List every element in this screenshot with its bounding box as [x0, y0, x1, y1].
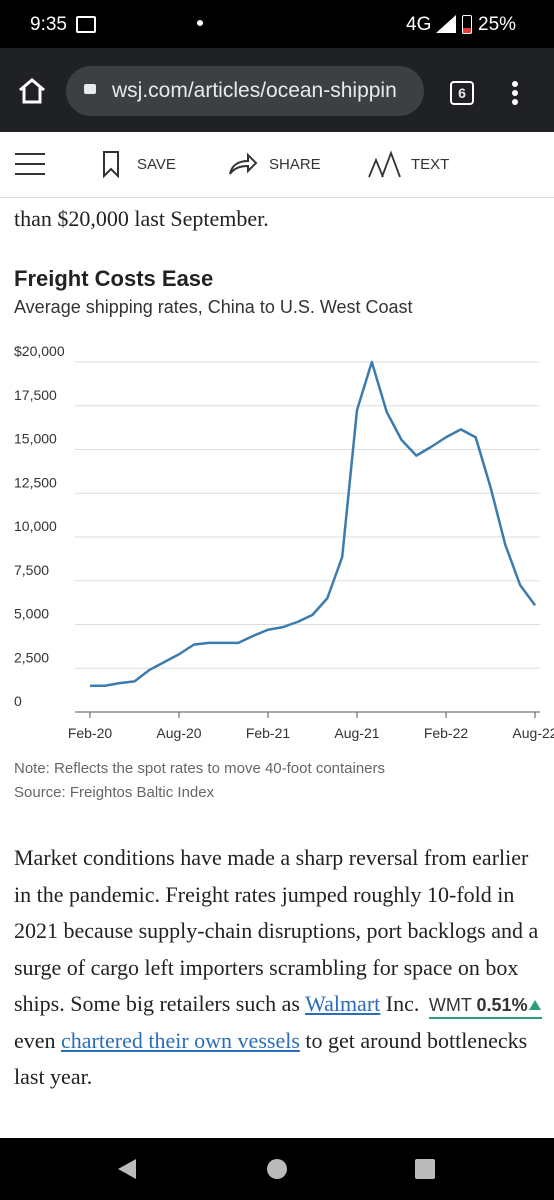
link[interactable]: chartered their own vessels — [61, 1027, 300, 1053]
tab-count[interactable]: 6 — [450, 81, 474, 105]
x-tick-label: Aug-21 — [334, 725, 379, 741]
nav-bar — [0, 1138, 554, 1200]
y-tick-label: 7,500 — [14, 562, 49, 578]
home-nav-button[interactable] — [266, 1158, 288, 1180]
chart-title: Freight Costs Ease — [14, 266, 214, 291]
chart-source: Source: Freightos Baltic Index — [14, 784, 215, 801]
text: to get around bottlenecks last year. — [14, 1027, 528, 1090]
y-tick-label: 0 — [14, 693, 22, 709]
chart: 0 2,500 5,000 7,500 10,000 12,500 15,000 17,500… — [14, 343, 554, 741]
line — [90, 360, 537, 687]
share-icon[interactable] — [228, 152, 258, 176]
text-button[interactable]: TEXT — [411, 156, 450, 173]
x-tick-label: Feb-20 — [68, 725, 113, 741]
y-tick-label: 17,500 — [14, 387, 57, 403]
battery-icon — [462, 15, 472, 34]
x-tick-label: Feb-22 — [424, 725, 469, 741]
y-tick-label: 15,000 — [14, 431, 57, 447]
recents-button[interactable] — [414, 1158, 436, 1180]
chart-note: Note: Reflects the spot rates to move 40… — [14, 760, 386, 777]
lead-text: than $20,000 last September. — [14, 206, 269, 231]
signal-icon — [436, 15, 456, 33]
y-tick-label: $20,000 — [14, 343, 65, 359]
menu-icon[interactable] — [15, 152, 45, 176]
y-tick-label: 10,000 — [14, 518, 57, 534]
text-icon[interactable] — [368, 150, 402, 178]
home-button[interactable] — [18, 78, 46, 104]
icon — [76, 16, 96, 33]
chart-subtitle: Average shipping rates, China to U.S. We… — [14, 297, 413, 317]
up-arrow — [528, 1000, 541, 1010]
menu-button[interactable] — [510, 80, 520, 106]
y-tick-label: 12,500 — [14, 474, 57, 490]
article-toolbar: SAVE SHARE TEXT — [0, 132, 554, 198]
save-button[interactable]: SAVE — [137, 156, 176, 173]
back-button[interactable] — [116, 1158, 138, 1180]
link[interactable]: Walmart — [305, 991, 381, 1016]
text: Market conditions have made a sharp reve… — [14, 845, 539, 1016]
url: wsj.com/articles/ocean-shippin — [112, 79, 397, 102]
ticker-change: 0.51% — [476, 995, 528, 1015]
save-icon[interactable] — [102, 150, 120, 178]
browser-bar: wsj.com/articles/ocean-shippin 6 — [0, 48, 554, 132]
network: 4G — [406, 14, 432, 35]
ticker-symbol: WMT — [428, 995, 472, 1015]
y-tick-label: 2,500 — [14, 649, 49, 665]
stock-ticker[interactable]: WMT 0.51% — [428, 993, 542, 1019]
status-bar: 9:35 4G 25% — [0, 0, 554, 48]
x-tick-label: Feb-21 — [246, 725, 291, 741]
text: even — [14, 1027, 62, 1053]
x-tick-label: Aug-22 — [512, 725, 554, 741]
y-tick-label: 5,000 — [14, 606, 49, 622]
url-bar[interactable]: wsj.com/articles/ocean-shippin — [66, 66, 424, 116]
paragraph: Market conditions have made a sharp reve… — [14, 840, 544, 1096]
x-tick-label: Aug-20 — [156, 725, 201, 741]
text: Inc. — [380, 991, 425, 1016]
lock-icon — [84, 84, 96, 94]
battery: 25% — [478, 14, 517, 35]
share-button[interactable]: SHARE — [269, 156, 321, 173]
time: 9:35 — [30, 14, 67, 35]
icon — [197, 20, 203, 26]
